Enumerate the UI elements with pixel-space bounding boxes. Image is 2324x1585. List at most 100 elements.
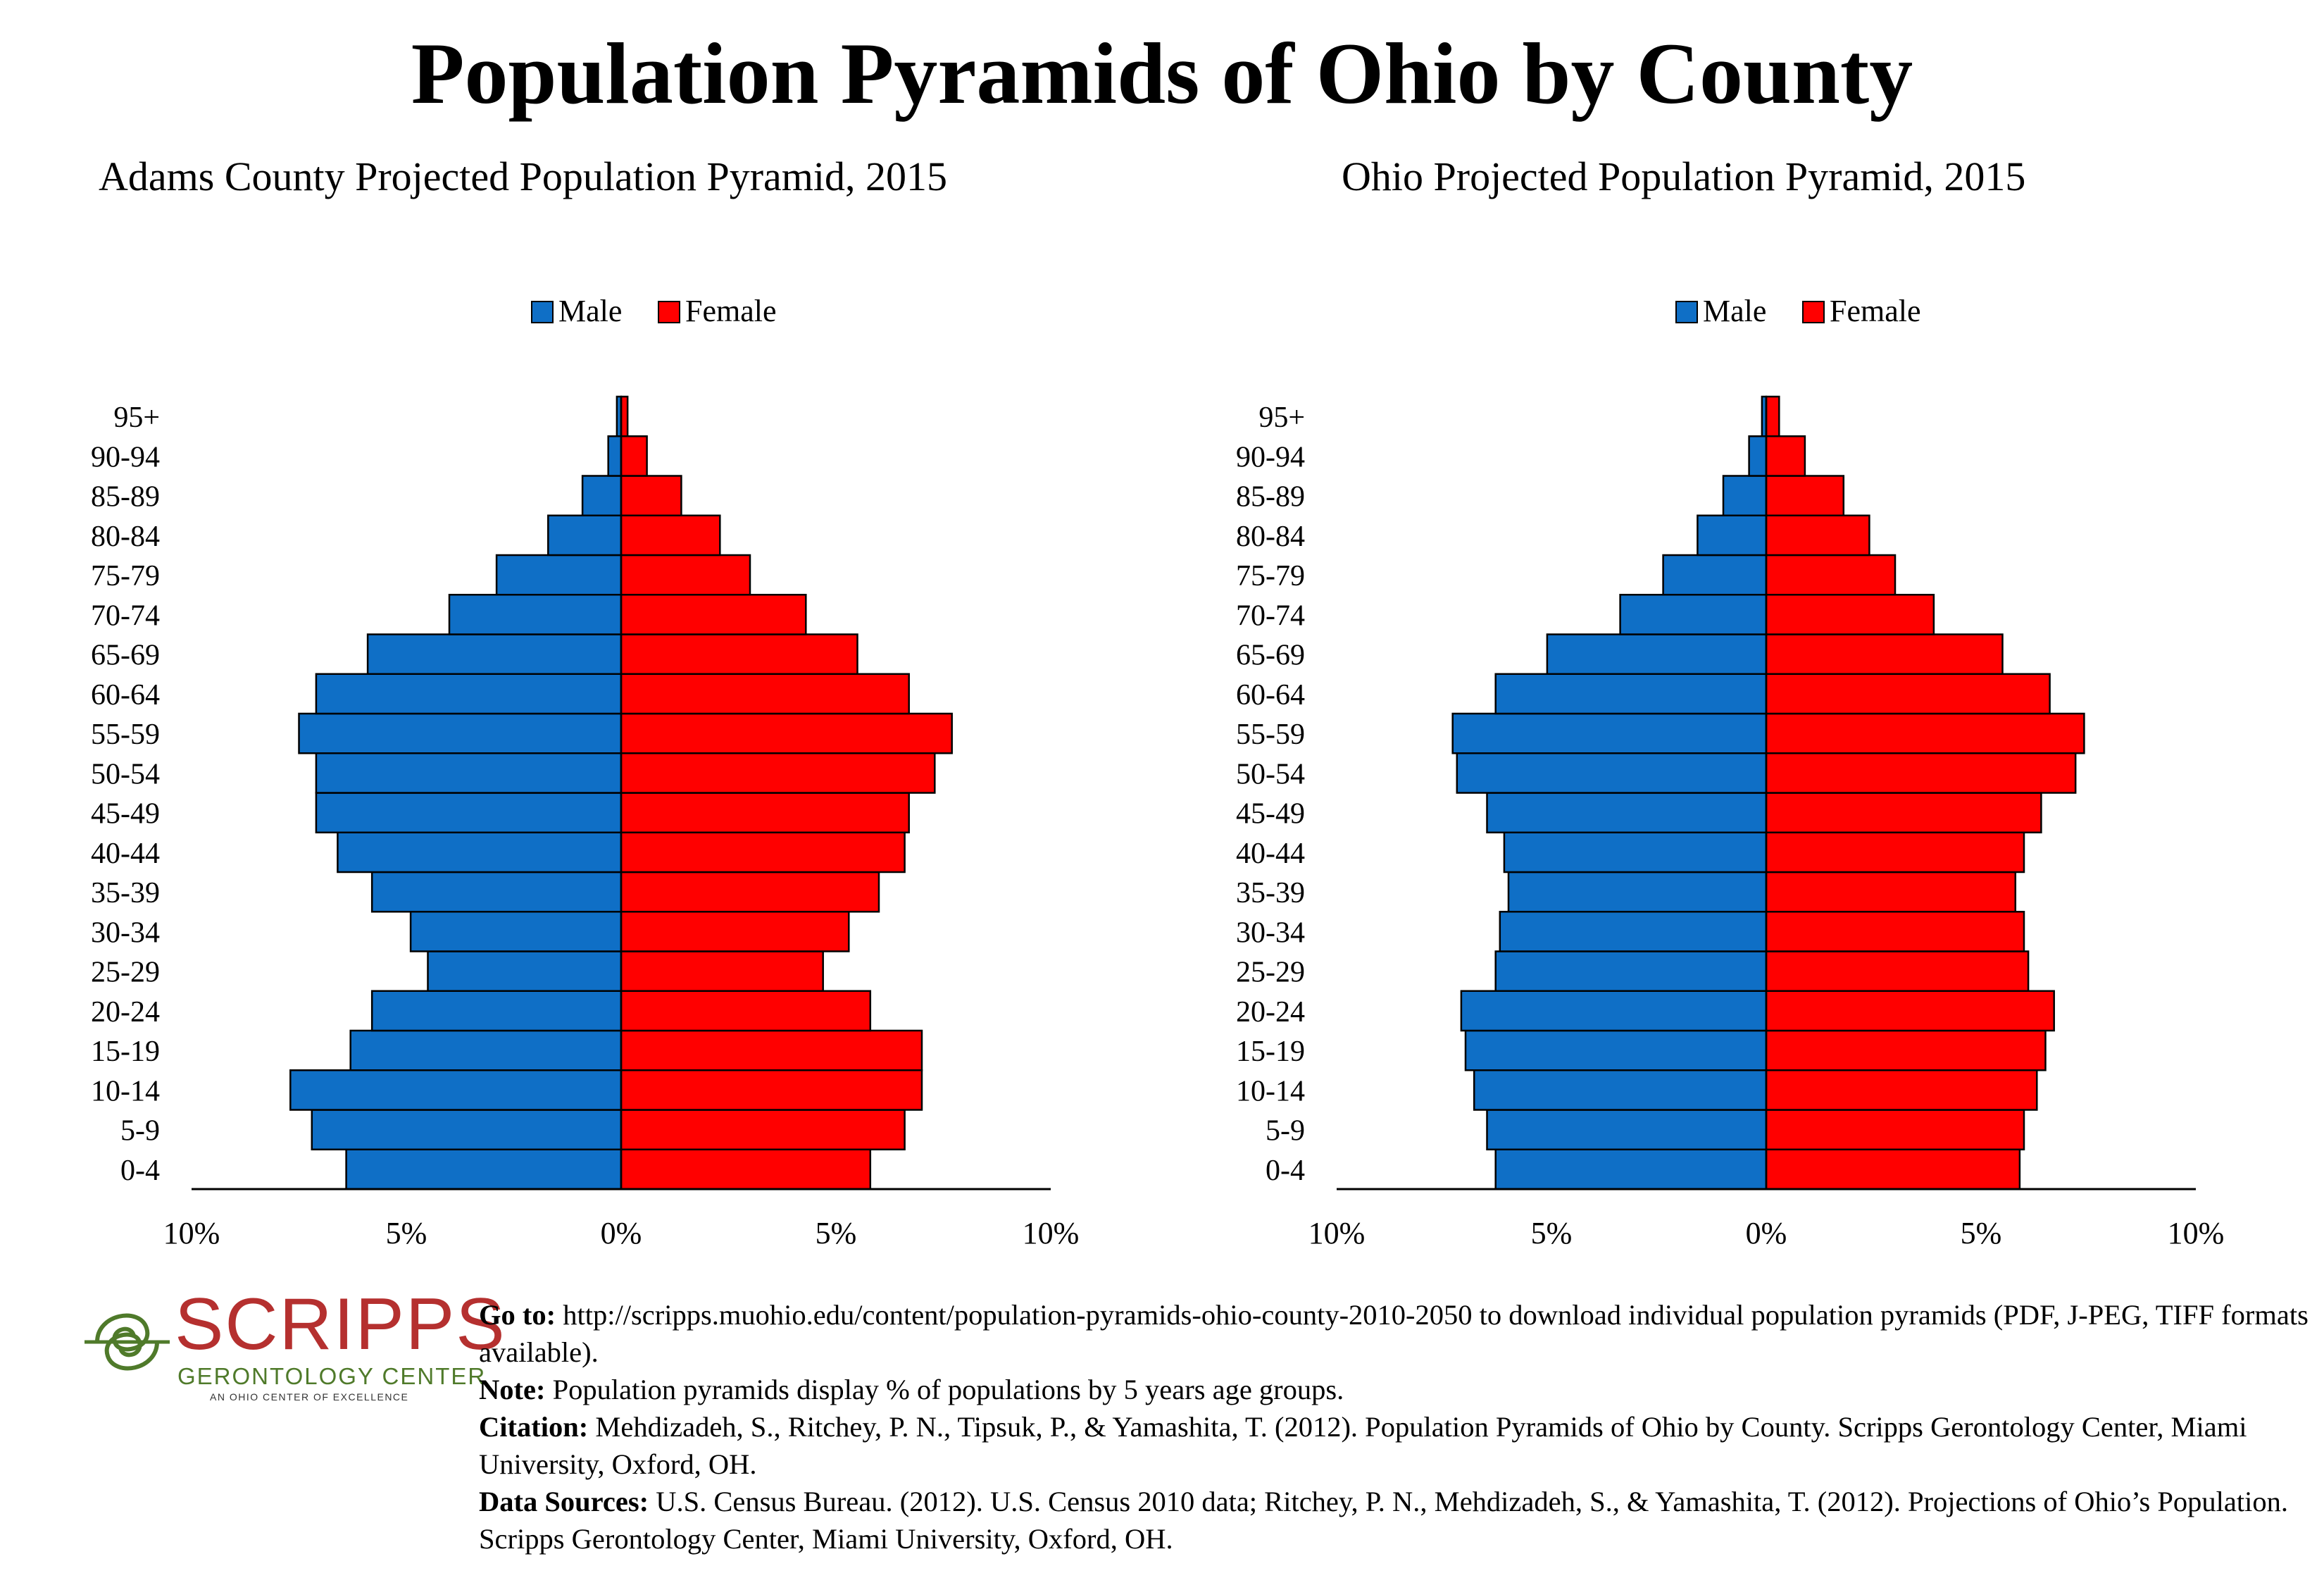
age-group-label: 45-49	[91, 798, 160, 831]
age-group-label: 10-14	[91, 1075, 160, 1107]
age-group-label: 25-29	[91, 957, 160, 989]
age-group-label: 20-24	[91, 996, 160, 1028]
bar-female	[620, 633, 858, 675]
scripps-swirl-icon	[85, 1313, 170, 1371]
bar-female	[1765, 752, 2077, 794]
bar-male	[366, 633, 623, 675]
bar-female	[1765, 950, 2030, 992]
x-tick-label: 10%	[1023, 1216, 1080, 1250]
bar-male	[1494, 673, 1768, 715]
age-group-label: 10-14	[1236, 1075, 1305, 1107]
age-group-label: 40-44	[91, 838, 160, 870]
bar-female	[620, 554, 751, 596]
x-tick-label: 10%	[163, 1216, 220, 1250]
bar-male	[1494, 1148, 1768, 1191]
bar-female	[1765, 1109, 2025, 1150]
age-group-label: 15-19	[1236, 1036, 1305, 1068]
bar-male	[427, 950, 623, 992]
citation-text: Mehdizadeh, S., Ritchey, P. N., Tipsuk, …	[479, 1411, 2247, 1480]
bar-male	[1456, 752, 1768, 794]
bar-male	[1546, 633, 1768, 675]
bar-female	[620, 673, 910, 715]
age-group-label: 35-39	[91, 877, 160, 909]
bar-female	[1765, 712, 2085, 754]
legend-label-male: Male	[558, 294, 622, 328]
bar-male	[1451, 712, 1768, 754]
pyramid-chart-adams: Adams County Projected Population Pyrami…	[91, 154, 1080, 1250]
bar-male	[409, 911, 623, 952]
age-group-label: 20-24	[1236, 996, 1305, 1028]
bar-male	[1662, 554, 1768, 596]
bar-female	[620, 831, 906, 874]
age-group-label: 55-59	[1236, 719, 1305, 751]
age-group-label: 60-64	[1236, 679, 1305, 711]
age-group-label: 85-89	[1236, 481, 1305, 514]
age-group-label: 35-39	[1236, 877, 1305, 909]
x-tick-label: 5%	[386, 1216, 427, 1250]
legend-swatch-female	[1802, 301, 1825, 323]
bar-female	[1765, 831, 2025, 874]
logo-wordmark: SCRIPPS	[175, 1283, 506, 1365]
scripps-logo: SCRIPPS GERONTOLOGY CENTER AN OHIO CENTE…	[83, 1286, 505, 1405]
legend-label-male: Male	[1703, 294, 1766, 328]
chart-title: Adams County Projected Population Pyrami…	[99, 154, 947, 199]
age-group-label: 70-74	[91, 599, 160, 632]
pyramid-chart-ohio: Ohio Projected Population Pyramid, 2015 M…	[1236, 154, 2224, 1250]
age-group-label: 50-54	[91, 758, 160, 790]
bar-female	[1765, 554, 1897, 596]
bar-female	[620, 990, 872, 1032]
bar-female	[1765, 1029, 2047, 1071]
bar-female	[1765, 911, 2025, 952]
footer-notes: Go to: http://scripps.muohio.edu/content…	[479, 1296, 2310, 1558]
bar-female	[1765, 435, 1806, 477]
x-tick-label: 5%	[1961, 1216, 2002, 1250]
age-group-label: 80-84	[1236, 521, 1305, 553]
sources-text: U.S. Census Bureau. (2012). U.S. Census …	[479, 1486, 2288, 1555]
age-group-label: 65-69	[91, 640, 160, 672]
bar-female	[620, 871, 880, 913]
bar-male	[1748, 435, 1768, 477]
logo-subtitle: GERONTOLOGY CENTER	[177, 1363, 487, 1389]
age-group-label: 85-89	[91, 481, 160, 514]
goto-label: Go to:	[479, 1299, 556, 1331]
age-group-label: 50-54	[1236, 758, 1305, 790]
bar-male	[1503, 831, 1768, 874]
bar-male	[547, 514, 623, 557]
bar-female	[1765, 594, 1935, 635]
bar-male	[1722, 475, 1768, 516]
x-tick-label: 10%	[1308, 1216, 1366, 1250]
goto-text: http://scripps.muohio.edu/content/popula…	[479, 1299, 2309, 1368]
legend-label-female: Female	[685, 294, 777, 328]
age-group-label: 45-49	[1236, 798, 1305, 831]
age-group-label: 0-4	[1266, 1155, 1305, 1187]
footer-goto: Go to: http://scripps.muohio.edu/content…	[479, 1296, 2310, 1371]
age-group-label: 30-34	[1236, 916, 1305, 949]
x-tick-label: 5%	[816, 1216, 857, 1250]
note-text: Population pyramids display % of populat…	[552, 1374, 1344, 1405]
bar-female	[1765, 990, 2055, 1032]
legend-swatch-male	[531, 301, 554, 323]
age-group-label: 80-84	[91, 521, 160, 553]
logo-tagline: AN OHIO CENTER OF EXCELLENCE	[210, 1391, 409, 1403]
bar-male	[311, 1109, 623, 1150]
bar-male	[1619, 594, 1768, 635]
legend-swatch-female	[658, 301, 680, 323]
bar-male	[1464, 1029, 1768, 1071]
bar-male	[1473, 1069, 1768, 1111]
bar-female	[620, 752, 936, 794]
bar-female	[1765, 1148, 2021, 1191]
bar-female	[620, 435, 648, 477]
bar-male	[581, 475, 623, 516]
bar-female	[1765, 395, 1780, 437]
x-tick-label: 0%	[601, 1216, 642, 1250]
bar-female	[620, 1109, 906, 1150]
bar-male	[1499, 911, 1768, 952]
age-group-label: 95+	[1258, 402, 1305, 434]
bar-male	[1507, 871, 1768, 913]
chart-title: Ohio Projected Population Pyramid, 2015	[1342, 154, 2025, 199]
age-group-label: 90-94	[1236, 441, 1305, 473]
age-group-label: 70-74	[1236, 599, 1305, 632]
bar-male	[1494, 950, 1768, 992]
age-group-label: 5-9	[120, 1115, 160, 1148]
sources-label: Data Sources:	[479, 1486, 649, 1517]
